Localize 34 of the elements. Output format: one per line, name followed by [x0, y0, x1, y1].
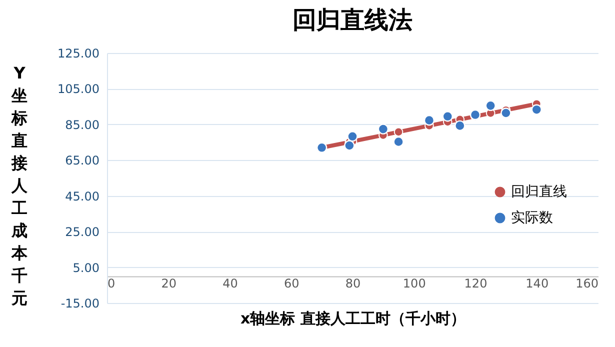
chart-title: 回归直线法: [292, 6, 412, 34]
text: Y坐标直接人工成本千元: [12, 64, 28, 308]
y-tick-label: 5.00: [72, 260, 100, 275]
y-tick-label: 25.00: [65, 225, 100, 240]
y-tick-label: 85.00: [65, 118, 100, 132]
x-tick-label: 140: [526, 276, 549, 291]
x-axis-title: x轴坐标 直接人工工时（千小时）: [240, 310, 466, 328]
x-tick-label: 40: [222, 276, 238, 291]
point: [454, 120, 466, 132]
y-tick-label: 105.00: [58, 82, 100, 96]
point: [344, 140, 355, 151]
point: [531, 104, 542, 115]
point: [470, 109, 481, 120]
x-tick-label: 60: [284, 276, 300, 291]
x-tick-label: 120: [464, 276, 488, 291]
x-tick-label: 160: [576, 276, 598, 291]
x-tick-label: 0: [108, 276, 116, 291]
x-tick-label: 20: [161, 276, 177, 291]
point: [347, 131, 358, 142]
point: [500, 108, 512, 118]
y-tick-label: 45.00: [65, 189, 100, 204]
y-tick-label: 125.00: [58, 46, 100, 60]
point: [378, 124, 389, 134]
y-tick-label: 65.00: [65, 154, 100, 168]
x-tick-label: 100: [402, 276, 426, 291]
point: [424, 114, 435, 126]
x-tick-label: 80: [345, 276, 361, 291]
legend-label: 实际数: [511, 210, 553, 226]
point: [442, 111, 453, 122]
point: [394, 127, 404, 137]
legend-label: 回归直线: [511, 184, 567, 200]
y-tick-label: -15.00: [60, 296, 100, 310]
point: [485, 100, 496, 112]
point: [393, 136, 404, 148]
